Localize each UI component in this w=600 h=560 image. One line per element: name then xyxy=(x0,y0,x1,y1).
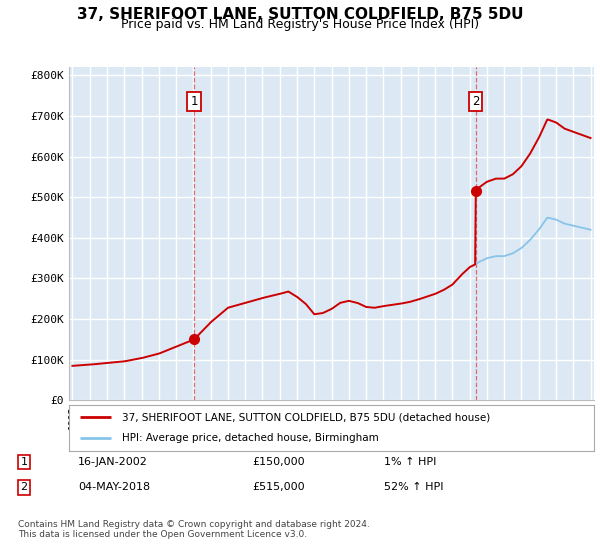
Text: 1% ↑ HPI: 1% ↑ HPI xyxy=(384,457,436,467)
Text: 52% ↑ HPI: 52% ↑ HPI xyxy=(384,482,443,492)
Text: 04-MAY-2018: 04-MAY-2018 xyxy=(78,482,150,492)
Text: 37, SHERIFOOT LANE, SUTTON COLDFIELD, B75 5DU (detached house): 37, SHERIFOOT LANE, SUTTON COLDFIELD, B7… xyxy=(121,412,490,422)
Text: £515,000: £515,000 xyxy=(252,482,305,492)
Text: 2: 2 xyxy=(20,482,28,492)
Text: £150,000: £150,000 xyxy=(252,457,305,467)
Text: 2: 2 xyxy=(472,95,479,108)
Text: 16-JAN-2002: 16-JAN-2002 xyxy=(78,457,148,467)
Text: HPI: Average price, detached house, Birmingham: HPI: Average price, detached house, Birm… xyxy=(121,433,378,444)
Text: 1: 1 xyxy=(190,95,198,108)
Text: 1: 1 xyxy=(20,457,28,467)
Text: Contains HM Land Registry data © Crown copyright and database right 2024.
This d: Contains HM Land Registry data © Crown c… xyxy=(18,520,370,539)
Text: 37, SHERIFOOT LANE, SUTTON COLDFIELD, B75 5DU: 37, SHERIFOOT LANE, SUTTON COLDFIELD, B7… xyxy=(77,7,523,22)
Text: Price paid vs. HM Land Registry's House Price Index (HPI): Price paid vs. HM Land Registry's House … xyxy=(121,18,479,31)
